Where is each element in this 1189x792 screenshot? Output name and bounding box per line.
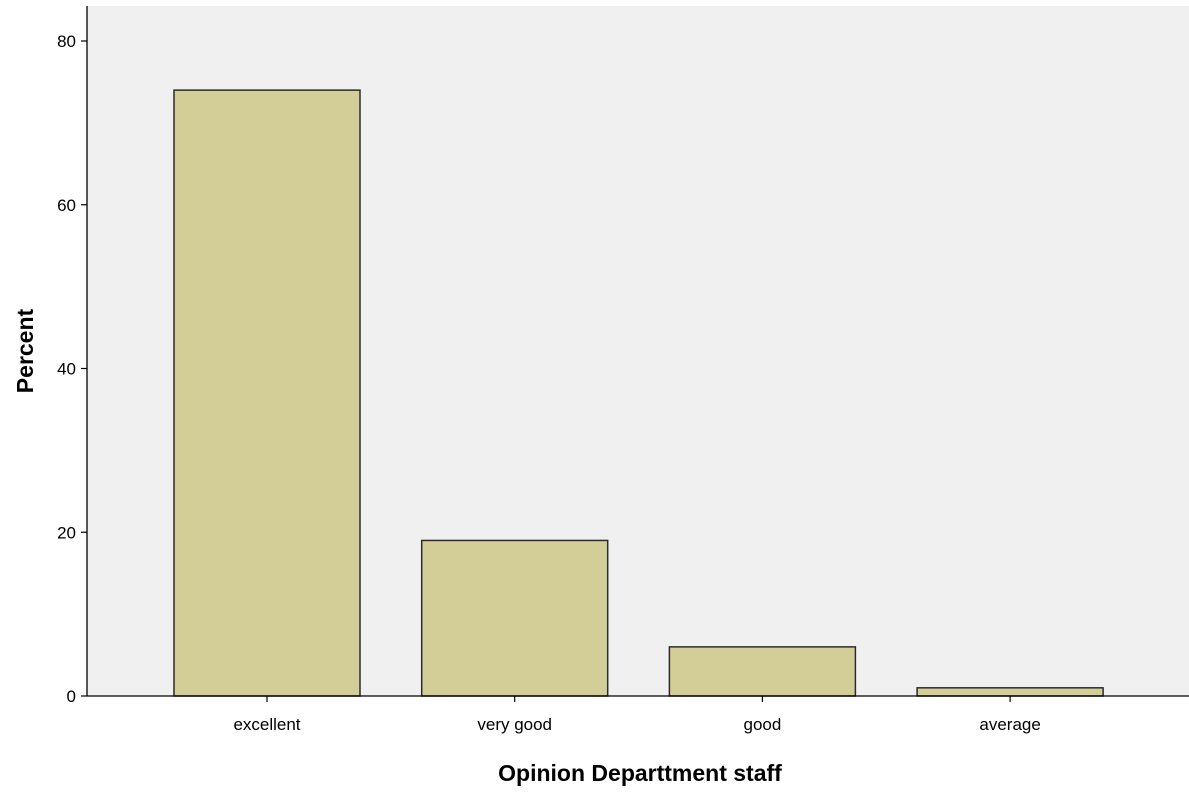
bar-average xyxy=(916,687,1104,697)
y-axis-title: Percent xyxy=(12,308,38,393)
y-tick-label: 0 xyxy=(67,687,76,706)
x-ticks-group: excellent very good good average xyxy=(233,696,1041,734)
bars-group xyxy=(173,89,1104,697)
x-tick-label: excellent xyxy=(233,715,300,734)
y-ticks-group: 0 20 40 60 80 xyxy=(57,32,87,706)
y-tick-label: 80 xyxy=(57,32,76,51)
x-tick-label: average xyxy=(979,715,1040,734)
x-axis-title: Opinion Departtment staff xyxy=(498,760,782,786)
x-tick-label: good xyxy=(743,715,781,734)
bar-very-good xyxy=(420,539,609,697)
bar-excellent xyxy=(173,89,361,697)
bar-good xyxy=(668,646,857,697)
x-tick-label: very good xyxy=(477,715,552,734)
y-tick-label: 20 xyxy=(57,523,76,542)
y-tick-label: 40 xyxy=(57,360,76,379)
y-tick-label: 60 xyxy=(57,196,76,215)
